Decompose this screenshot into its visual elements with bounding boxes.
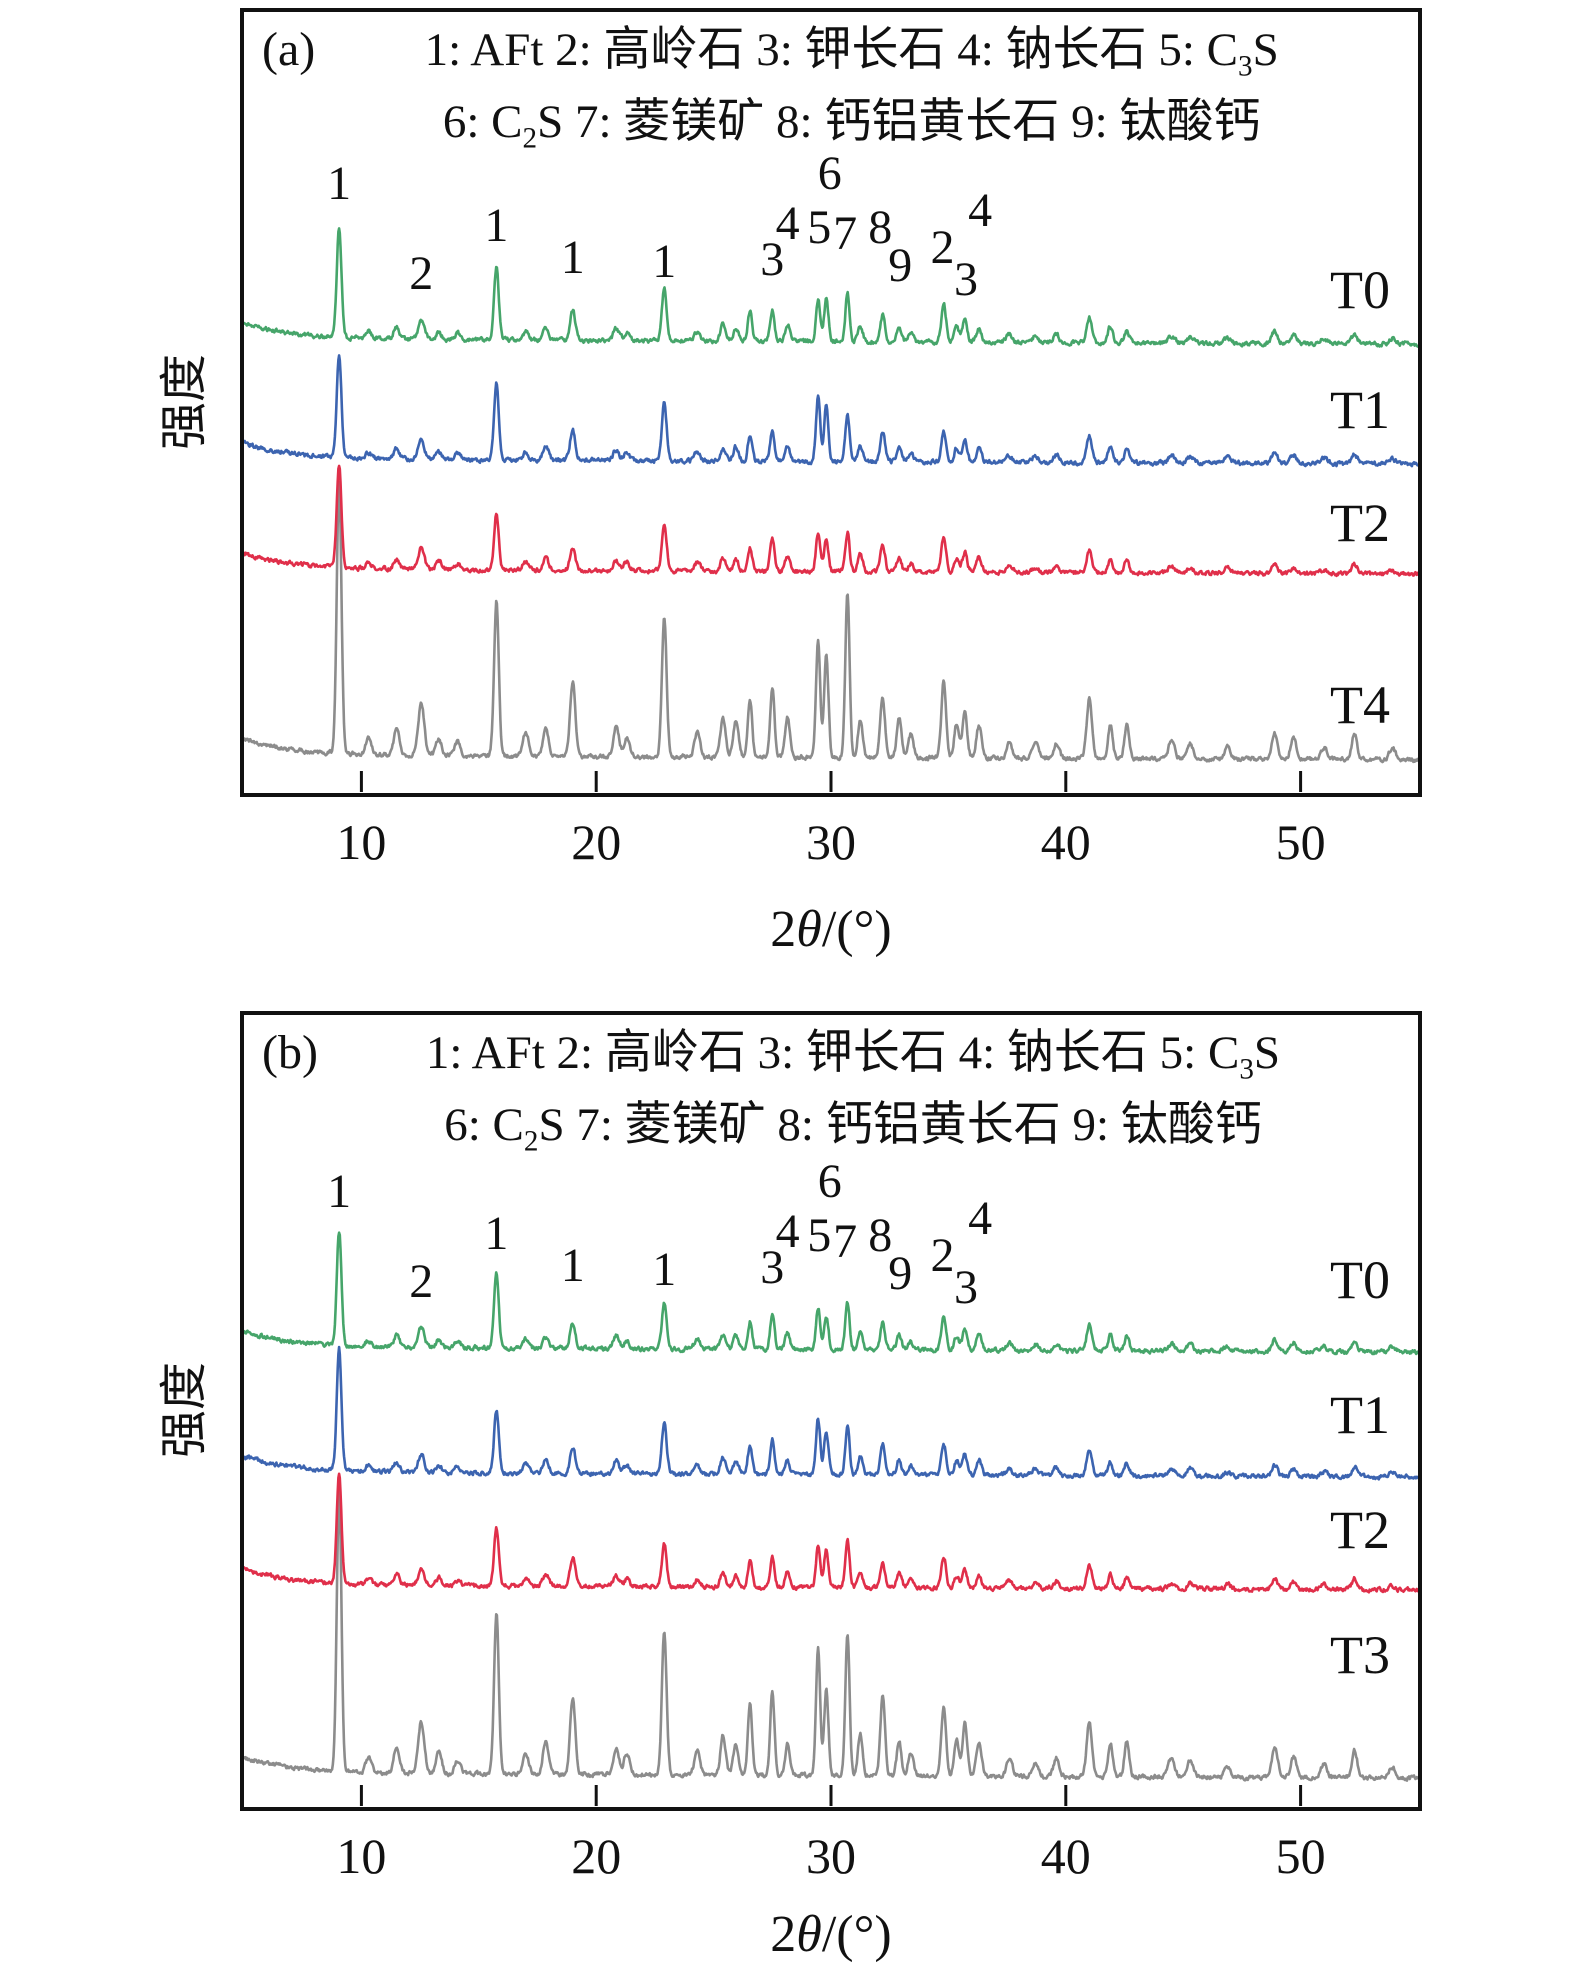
x-axis-tick-labels-a: 10 20 30 40 50: [244, 810, 1418, 874]
trace-T0: [244, 227, 1418, 348]
peak-label-1: 1: [652, 1243, 676, 1296]
x-axis-title-b: 2θ/(°): [240, 1905, 1422, 1965]
peak-label-4: 4: [968, 184, 992, 237]
trace-label-T2: T2: [1330, 1500, 1390, 1560]
x-tick-label: 40: [1040, 814, 1091, 870]
trace-T2: [244, 1472, 1418, 1594]
x-tick-label: 10: [336, 1828, 387, 1884]
x-axis-title-segment: θ: [796, 901, 822, 958]
peak-label-6: 6: [818, 1155, 842, 1208]
trace-label-T0: T0: [1330, 260, 1390, 320]
y-axis-label-b: 强度: [158, 1362, 211, 1459]
peak-label-6: 6: [818, 147, 842, 200]
trace-label-T0: T0: [1330, 1250, 1390, 1310]
peak-label-4: 4: [968, 1192, 992, 1245]
x-tick-label: 30: [806, 814, 856, 870]
trace-T0: [244, 1231, 1418, 1356]
peak-label-1: 1: [327, 1165, 351, 1218]
trace-label-T1: T1: [1330, 380, 1390, 440]
peak-label-5: 5: [807, 201, 831, 254]
x-tick-label: 10: [336, 814, 387, 870]
peak-label-5: 5: [807, 1209, 831, 1262]
x-axis-title-segment: 2: [770, 1906, 797, 1963]
trace-T4: [244, 480, 1418, 764]
x-axis-title-segment: 2: [770, 901, 797, 958]
trace-label-T1: T1: [1330, 1385, 1390, 1445]
x-axis-title-a: 2θ/(°): [240, 900, 1422, 960]
trace-T2: [244, 464, 1418, 578]
x-tick-label: 20: [571, 1828, 622, 1884]
panel-a: T4 T2 T1 T0 1 2 1 1 1 3 4 5 6 7 8 9 2 3 4 (a) 1: AFt 2: 高岭…: [240, 8, 1422, 797]
trace-T1: [244, 1345, 1418, 1481]
y-axis-label-a: 强度: [158, 354, 211, 451]
peak-label-8: 8: [868, 201, 892, 254]
peak-label-2: 2: [931, 1229, 955, 1282]
peak-label-9: 9: [888, 239, 912, 292]
x-axis-title-segment: θ: [796, 1906, 822, 1963]
x-tick-label: 50: [1275, 814, 1326, 870]
panel-b: T3 T2 T1 T0 1 2 1 1 1 3 4 5 6 7 8 9 2 3 4 (b) 1: AFt 2: 高岭…: [240, 1011, 1422, 1811]
peak-label-3: 3: [954, 253, 978, 306]
x-tick-label: 20: [571, 814, 622, 870]
trace-T3: [244, 1490, 1418, 1782]
peak-label-3: 3: [760, 1241, 784, 1294]
peak-label-1: 1: [561, 231, 585, 284]
trace-label-T4: T4: [1330, 675, 1390, 735]
peak-label-2: 2: [409, 247, 433, 300]
peak-label-4: 4: [776, 1205, 800, 1258]
peak-label-3: 3: [760, 233, 784, 286]
peak-label-1: 1: [652, 235, 676, 288]
peak-label-3: 3: [954, 1261, 978, 1314]
peak-label-8: 8: [868, 1209, 892, 1262]
peak-label-7: 7: [833, 207, 857, 260]
peak-label-4: 4: [776, 197, 800, 250]
peak-label-2: 2: [931, 221, 955, 274]
peak-label-1: 1: [484, 199, 508, 252]
peak-label-1: 1: [484, 1207, 508, 1260]
peak-label-1: 1: [327, 157, 351, 210]
peak-label-9: 9: [888, 1247, 912, 1300]
x-tick-label: 50: [1275, 1828, 1326, 1884]
peak-label-1: 1: [561, 1239, 585, 1292]
trace-T1: [244, 354, 1418, 468]
peak-label-2: 2: [409, 1255, 433, 1308]
x-axis-tick-labels-b: 10 20 30 40 50: [244, 1824, 1418, 1888]
trace-label-T2: T2: [1330, 493, 1390, 553]
x-axis-title-segment: /(°): [821, 901, 892, 958]
x-tick-label: 40: [1040, 1828, 1091, 1884]
x-axis-title-segment: /(°): [821, 1906, 892, 1963]
x-tick-label: 30: [806, 1828, 856, 1884]
peak-label-7: 7: [833, 1215, 857, 1268]
trace-label-T3: T3: [1330, 1625, 1390, 1685]
